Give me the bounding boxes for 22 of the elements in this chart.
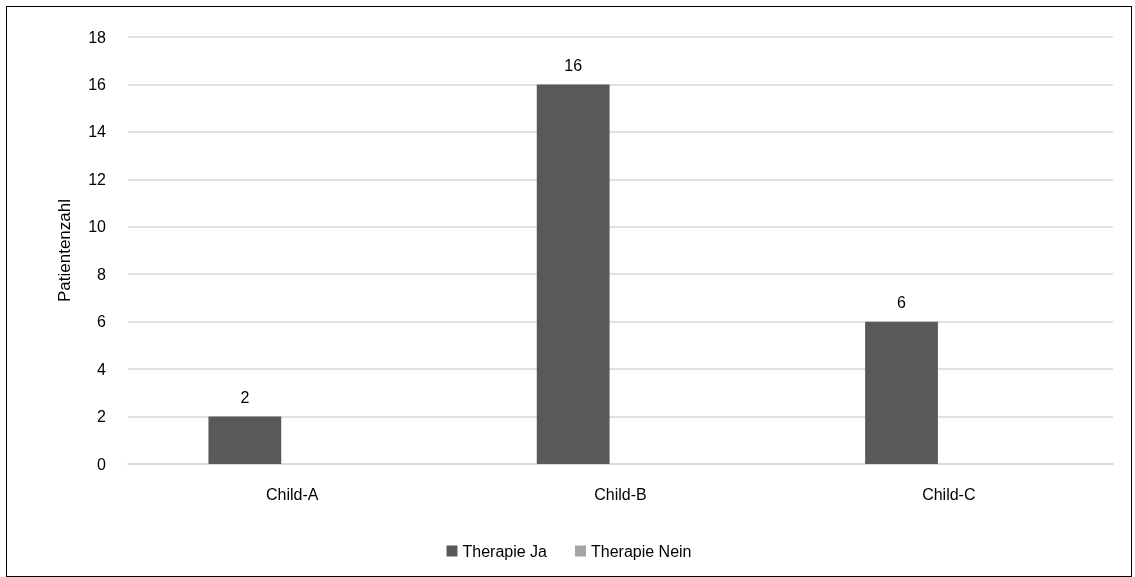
y-tick-label: 2: [97, 408, 107, 426]
y-tick-label: 6: [97, 313, 107, 331]
bar: [536, 84, 610, 464]
y-tick-label: 0: [97, 455, 107, 473]
legend-label: Therapie Nein: [591, 542, 692, 560]
y-tick-label: 16: [88, 75, 107, 93]
y-tick-label: 12: [88, 170, 107, 188]
y-tick-label: 4: [97, 360, 107, 378]
y-tick-label: 8: [97, 265, 107, 283]
data-label: 2: [240, 389, 250, 407]
bar: [865, 321, 938, 464]
y-tick-label: 14: [88, 123, 107, 141]
y-tick-label: 18: [88, 28, 107, 46]
x-tick-label: Child-A: [265, 485, 319, 503]
y-axis-title: Patientenzahl: [55, 198, 74, 303]
data-label: 16: [564, 56, 583, 74]
y-tick-label: 10: [88, 218, 107, 236]
x-tick-label: Child-B: [594, 485, 647, 503]
data-label: 6: [897, 294, 907, 312]
x-tick-label: Child-C: [922, 485, 976, 503]
legend-label: Therapie Ja: [462, 542, 548, 560]
bar: [208, 416, 282, 464]
